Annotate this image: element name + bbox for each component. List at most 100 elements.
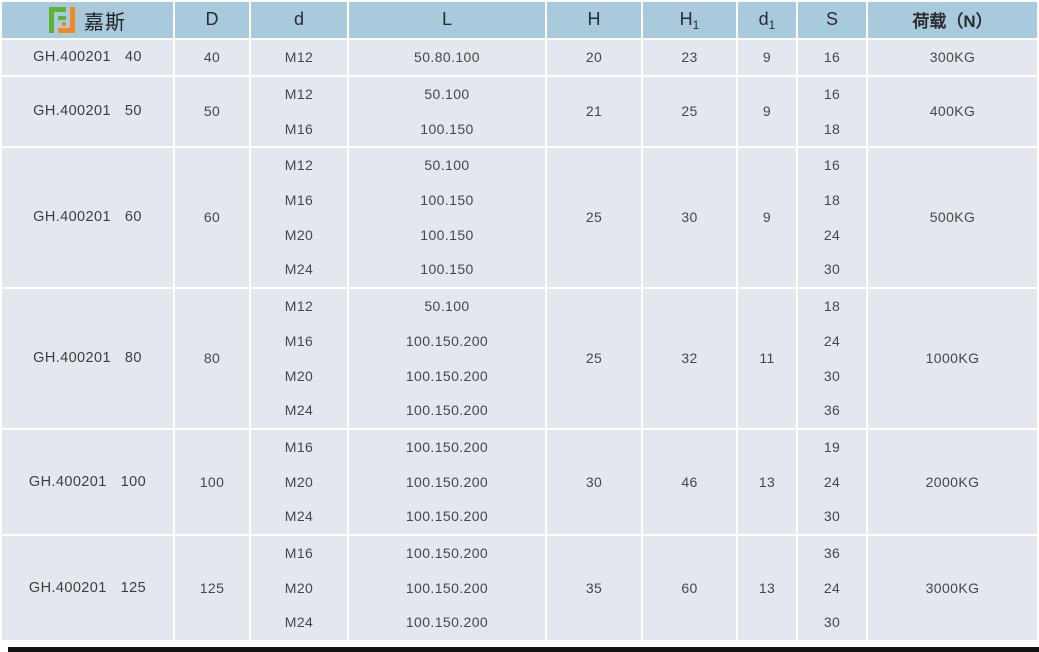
cell-S: 18 24 30 36 xyxy=(798,288,866,428)
cell-d1: 9 xyxy=(738,40,796,75)
model-size: 40 xyxy=(124,49,142,66)
cell-S: 16 18 xyxy=(798,76,866,147)
value-line: 50.100 xyxy=(424,298,470,315)
column-header-load: 荷载（N） xyxy=(868,2,1037,38)
brand-header-cell: 嘉斯 xyxy=(2,2,173,38)
cell-D: 60 xyxy=(175,148,249,287)
cell-L: 100.150.200 100.150.200 100.150.200 xyxy=(349,535,545,640)
value-line: 18 xyxy=(823,192,841,209)
cell-d1: 13 xyxy=(738,535,796,640)
value-line: 100.150 xyxy=(420,120,474,137)
column-header-label: d xyxy=(293,8,304,29)
value-line: 16 xyxy=(823,86,841,103)
cell-H: 20 xyxy=(547,40,641,75)
column-header-d1: d1 xyxy=(738,2,796,38)
value-line: 18 xyxy=(823,298,841,315)
value-line: 18 xyxy=(823,120,841,137)
model-cell: GH.400201 40 xyxy=(2,40,173,75)
value-line: 100.150.200 xyxy=(405,508,489,525)
column-header-label: H xyxy=(587,8,601,29)
value-line: M24 xyxy=(284,402,314,419)
value-line: 19 xyxy=(823,438,841,455)
model-code: GH.400201 xyxy=(33,103,111,120)
cell-S: 36 24 30 xyxy=(798,535,866,640)
cell-L: 50.100 100.150 xyxy=(349,76,545,147)
cell-S: 16 xyxy=(798,40,866,75)
value-line: 16 xyxy=(823,157,841,174)
cell-H: 21 xyxy=(547,76,641,147)
cell-d: M12 M16 M20 M24 xyxy=(251,288,347,428)
value-line: 100.150.200 xyxy=(405,332,489,349)
cell-D: 80 xyxy=(175,288,249,428)
model-code: GH.400201 xyxy=(33,209,111,226)
value-line: M16 xyxy=(284,438,314,455)
cell-L: 50.100 100.150.200 100.150.200 100.150.200 xyxy=(349,288,545,428)
model-cell: GH.400201 60 xyxy=(2,148,173,287)
value-line: M24 xyxy=(284,508,314,525)
cell-d1: 9 xyxy=(738,76,796,147)
value-line: 100.150.200 xyxy=(405,438,489,455)
cell-D: 50 xyxy=(175,76,249,147)
cell-d: M16 M20 M24 xyxy=(251,535,347,640)
value-line: 30 xyxy=(823,614,841,631)
model-code: GH.400201 xyxy=(33,350,111,367)
cell-L: 50.100 100.150 100.150 100.150 xyxy=(349,148,545,287)
model-code: GH.400201 xyxy=(28,579,107,596)
table-row: GH.400201 80 80 M12 M16 M20 M24 50.100 100.150.2… xyxy=(2,288,1037,428)
cell-H1: 46 xyxy=(643,429,736,534)
value-line: 100.150.200 xyxy=(405,473,489,490)
value-line: M24 xyxy=(284,261,314,278)
cell-D: 100 xyxy=(175,429,249,534)
cell-d1: 11 xyxy=(738,288,796,428)
value-line: 100.150 xyxy=(420,261,474,278)
value-line: M12 xyxy=(284,49,314,66)
model-cell: GH.400201 100 xyxy=(2,429,173,534)
cell-d: M16 M20 M24 xyxy=(251,429,347,534)
model-size: 60 xyxy=(124,209,142,226)
model-size: 50 xyxy=(124,103,142,120)
value-line: M12 xyxy=(284,86,314,103)
value-line: M20 xyxy=(284,367,314,384)
column-header-subscript: 1 xyxy=(692,17,700,32)
table-row: GH.400201 40 40 M12 50.80.100 20 23 9 16 300KG xyxy=(2,40,1037,75)
cell-H1: 30 xyxy=(643,148,736,287)
value-line: 50.80.100 xyxy=(414,49,480,66)
cell-L: 100.150.200 100.150.200 100.150.200 xyxy=(349,429,545,534)
cell-D: 125 xyxy=(175,535,249,640)
cell-S: 19 24 30 xyxy=(798,429,866,534)
cell-H1: 32 xyxy=(643,288,736,428)
model-cell: GH.400201 50 xyxy=(2,76,173,147)
value-line: 50.100 xyxy=(424,157,470,174)
value-line: 16 xyxy=(823,49,841,66)
value-line: 30 xyxy=(823,261,841,278)
value-line: M16 xyxy=(284,544,314,561)
column-header-D: D xyxy=(175,2,249,38)
value-line: 100.150.200 xyxy=(405,579,489,596)
value-line: 24 xyxy=(823,473,841,490)
value-line: 100.150.200 xyxy=(405,367,489,384)
cell-H1: 25 xyxy=(643,76,736,147)
column-header-label: S xyxy=(825,8,838,29)
model-cell: GH.400201 125 xyxy=(2,535,173,640)
value-line: 100.150.200 xyxy=(405,614,489,631)
brand: 嘉斯 xyxy=(2,6,173,35)
column-header-S: S xyxy=(798,2,866,38)
model-code: GH.400201 xyxy=(33,49,111,66)
value-line: M16 xyxy=(284,120,314,137)
value-line: M12 xyxy=(284,157,314,174)
cell-H: 25 xyxy=(547,288,641,428)
value-line: 30 xyxy=(823,508,841,525)
cell-d1: 13 xyxy=(738,429,796,534)
cell-load: 400KG xyxy=(868,76,1037,147)
cell-load: 300KG xyxy=(868,40,1037,75)
column-header-label: D xyxy=(205,8,219,29)
value-line: 100.150.200 xyxy=(405,544,489,561)
value-line: 24 xyxy=(823,226,841,243)
table-row: GH.400201 125 125 M16 M20 M24 100.150.200 100.1… xyxy=(2,535,1037,640)
column-header-d: d xyxy=(251,2,347,38)
value-line: 36 xyxy=(823,402,841,419)
cell-d: M12 M16 xyxy=(251,76,347,147)
